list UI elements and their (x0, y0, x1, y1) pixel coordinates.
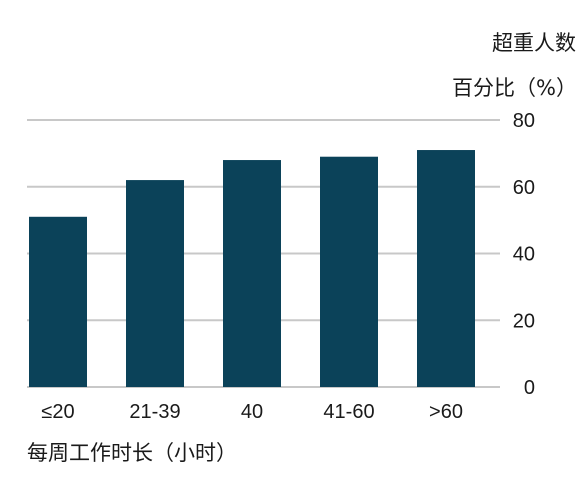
y-axis-title-line1: 超重人数 (492, 31, 576, 55)
y-tick-label: 60 (513, 177, 535, 199)
bar (223, 160, 281, 387)
x-tick-label: 41-60 (323, 401, 374, 423)
x-tick-label: >60 (429, 401, 463, 423)
y-tick-labels: 0 20 40 60 80 (513, 110, 535, 399)
bar (320, 156, 378, 387)
bar (126, 180, 184, 387)
y-tick-label: 80 (513, 110, 535, 132)
x-axis-title: 每周工作时长（小时） (27, 441, 237, 465)
bar (417, 150, 475, 387)
x-tick-label: 21-39 (129, 401, 180, 423)
bar (29, 216, 87, 387)
x-tick-labels: ≤20 21-39 40 41-60 >60 (41, 401, 463, 423)
bars (29, 150, 475, 387)
y-axis-title-line2: 百分比（%） (452, 76, 577, 100)
x-tick-label: ≤20 (41, 401, 74, 423)
x-tick-label: 40 (241, 401, 263, 423)
y-tick-label: 40 (513, 244, 535, 266)
y-tick-label: 0 (524, 377, 535, 399)
y-tick-label: 20 (513, 310, 535, 332)
